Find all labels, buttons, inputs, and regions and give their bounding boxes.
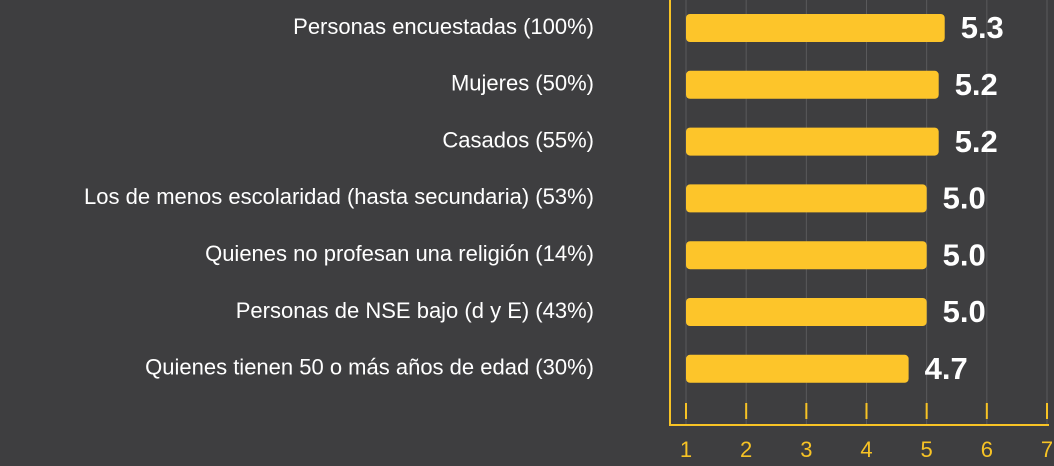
bar <box>686 241 927 270</box>
axis-frame <box>669 0 1049 426</box>
bar <box>686 184 927 213</box>
value-label: 5.0 <box>943 181 986 216</box>
bar <box>686 14 945 42</box>
bar <box>686 298 927 326</box>
x-tick-label: 5 <box>921 437 933 462</box>
category-label: Los de menos escolaridad (hasta secundar… <box>84 184 594 209</box>
value-label: 5.2 <box>955 124 998 159</box>
x-tick-label: 6 <box>981 437 993 462</box>
category-label: Personas encuestadas (100%) <box>293 14 594 39</box>
category-label: Quienes tienen 50 o más años de edad (30… <box>145 355 594 380</box>
category-label: Personas de NSE bajo (d y E) (43%) <box>236 298 594 323</box>
bar <box>686 70 939 99</box>
x-tick-label: 4 <box>860 437 872 462</box>
value-label: 5.3 <box>961 10 1004 45</box>
x-tick-label: 1 <box>680 437 692 462</box>
bar <box>686 127 939 156</box>
value-label: 5.0 <box>943 294 986 329</box>
value-label: 5.0 <box>943 237 986 272</box>
bar <box>686 354 909 383</box>
value-label: 5.2 <box>955 67 998 102</box>
category-label: Quienes no profesan una religión (14%) <box>205 241 594 266</box>
x-tick-label: 2 <box>740 437 752 462</box>
value-label: 4.7 <box>925 351 968 386</box>
category-label: Mujeres (50%) <box>451 71 594 96</box>
x-tick-label: 3 <box>800 437 812 462</box>
category-label: Casados (55%) <box>442 127 594 152</box>
x-tick-label: 7 <box>1041 437 1053 462</box>
